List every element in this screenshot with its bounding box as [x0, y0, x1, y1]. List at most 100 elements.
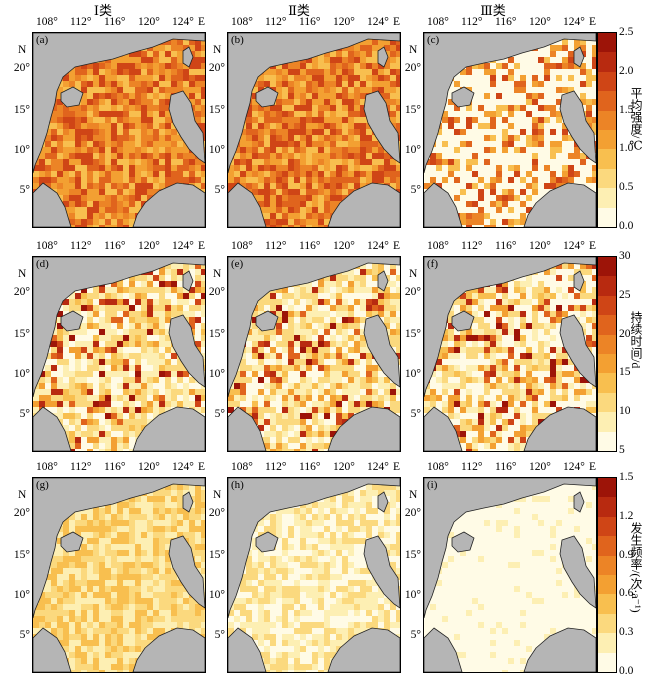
map-svg: [33, 478, 205, 672]
latitude-tick-label: 5°: [4, 629, 30, 641]
longitude-tick-label: 108°: [231, 461, 253, 473]
latitude-tick-label: 10°: [395, 589, 421, 601]
latitude-tick-label: 20°: [199, 62, 225, 74]
longitude-tick-label: 120°: [333, 16, 355, 28]
colorbar-segment: [598, 91, 616, 110]
colorbar-segment: [598, 614, 616, 633]
panel-label: (a): [36, 34, 48, 46]
longitude-tick-label: 120°: [138, 240, 160, 252]
latitude-tick-label: 5°: [395, 629, 421, 641]
colorbar-tick-label: 0.3: [619, 626, 633, 638]
colorbar-segment: [598, 296, 616, 315]
longitude-tick-label: 112°: [70, 16, 91, 28]
longitude-tick-label: 116°: [495, 461, 516, 473]
latitude-suffix: N: [409, 489, 417, 501]
colorbar-segment: [598, 188, 616, 207]
longitude-tick-label: 124°: [563, 16, 585, 28]
latitude-tick-label: 20°: [199, 286, 225, 298]
colorbar-segment: [598, 52, 616, 71]
longitude-labels: 108°112°116°120°124°E: [227, 16, 399, 30]
latitude-tick-label: 15°: [199, 104, 225, 116]
longitude-labels: 108°112°116°120°124°E: [423, 240, 595, 254]
latitude-suffix: N: [18, 268, 26, 280]
colorbar-tick-label: 10: [619, 405, 631, 417]
colorbar-segment: [598, 33, 616, 52]
longitude-labels: 108°112°116°120°124°E: [32, 461, 204, 475]
longitude-labels: 108°112°116°120°124°E: [32, 240, 204, 254]
latitude-tick-label: 15°: [395, 328, 421, 340]
panel-label: (i): [427, 479, 437, 491]
colorbar-tick-label: 0.0: [619, 220, 633, 232]
latitude-tick-label: 20°: [395, 286, 421, 298]
longitude-tick-label: 112°: [70, 240, 91, 252]
longitude-tick-label: 124°: [172, 16, 194, 28]
longitude-tick-label: 112°: [265, 240, 286, 252]
map-panel-c: (c): [423, 32, 597, 228]
colorbar-segment: [598, 536, 616, 555]
longitude-tick-label: 124°: [367, 16, 389, 28]
colorbar-tick-label: 2.5: [619, 26, 633, 38]
latitude-tick-label: 20°: [4, 62, 30, 74]
map-panel-a: (a): [32, 32, 206, 228]
colorbar-segment: [598, 72, 616, 91]
colorbar-segment: [598, 594, 616, 613]
latitude-tick-label: 15°: [4, 328, 30, 340]
latitude-tick-label: 5°: [199, 184, 225, 196]
longitude-suffix: E: [393, 240, 400, 252]
longitude-suffix: E: [393, 461, 400, 473]
longitude-tick-label: 116°: [495, 240, 516, 252]
latitude-tick-label: 15°: [199, 549, 225, 561]
colorbar-tick-label: 5: [619, 444, 625, 456]
latitude-tick-label: 15°: [199, 328, 225, 340]
latitude-tick-label: 20°: [4, 286, 30, 298]
panel-label: (e): [231, 258, 243, 270]
longitude-suffix: E: [589, 461, 596, 473]
longitude-labels: 108°112°116°120°124°E: [227, 461, 399, 475]
colorbar-segment: [598, 412, 616, 431]
colorbar-tick-label: 1.2: [619, 510, 633, 522]
longitude-tick-label: 108°: [36, 16, 58, 28]
latitude-tick-label: 5°: [4, 408, 30, 420]
map-panel-f: (f): [423, 256, 597, 452]
latitude-tick-label: 10°: [199, 368, 225, 380]
colorbar-segment: [598, 335, 616, 354]
longitude-tick-label: 116°: [495, 16, 516, 28]
colorbar-segment: [598, 354, 616, 373]
longitude-tick-label: 120°: [529, 461, 551, 473]
latitude-suffix: N: [18, 44, 26, 56]
panel-label: (b): [231, 34, 244, 46]
colorbar-segment: [598, 575, 616, 594]
longitude-suffix: E: [589, 16, 596, 28]
longitude-tick-label: 116°: [299, 16, 320, 28]
map-svg: [33, 33, 205, 227]
longitude-tick-label: 124°: [563, 461, 585, 473]
map-svg: [424, 33, 596, 227]
longitude-labels: 108°112°116°120°124°E: [32, 16, 204, 30]
map-svg: [424, 257, 596, 451]
longitude-tick-label: 116°: [299, 461, 320, 473]
colorbar-segment: [598, 556, 616, 575]
colorbar-segment: [598, 130, 616, 149]
map-panel-d: (d): [32, 256, 206, 452]
colorbar-segment: [598, 169, 616, 188]
colorbar-segment: [598, 393, 616, 412]
map-svg: [228, 257, 400, 451]
colorbar-segment: [598, 149, 616, 168]
longitude-labels: 108°112°116°120°124°E: [423, 461, 595, 475]
longitude-tick-label: 124°: [563, 240, 585, 252]
colorbar: [597, 256, 617, 452]
longitude-tick-label: 120°: [529, 240, 551, 252]
longitude-tick-label: 124°: [367, 461, 389, 473]
longitude-tick-label: 116°: [104, 240, 125, 252]
longitude-tick-label: 108°: [427, 240, 449, 252]
longitude-tick-label: 112°: [461, 16, 482, 28]
colorbar-segment: [598, 373, 616, 392]
longitude-tick-label: 108°: [36, 461, 58, 473]
latitude-tick-label: 15°: [395, 104, 421, 116]
colorbar-tick-label: 2.0: [619, 65, 633, 77]
longitude-tick-label: 108°: [231, 16, 253, 28]
colorbar-segment: [598, 633, 616, 652]
longitude-tick-label: 120°: [529, 16, 551, 28]
longitude-tick-label: 116°: [104, 461, 125, 473]
latitude-suffix: N: [213, 268, 221, 280]
